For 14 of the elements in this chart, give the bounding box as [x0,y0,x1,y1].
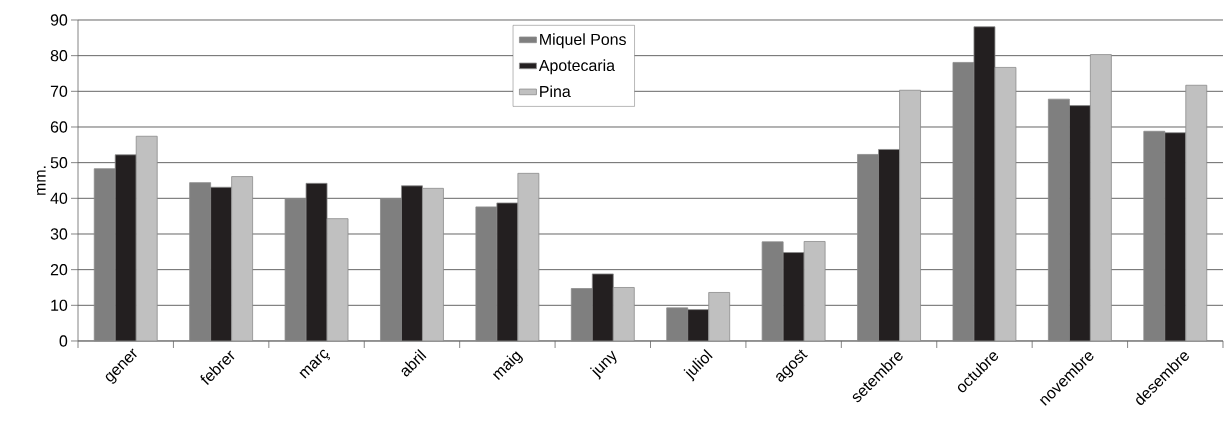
y-tick-label: 40 [50,192,68,204]
legend-label: Pina [540,85,571,98]
y-tick-label: 10 [51,299,68,311]
legend-label: Apotecaria [538,59,616,75]
y-tick-label: 0 [59,335,68,347]
legend-label: Miquel Pons [540,33,626,49]
y-tick-label: 60 [50,121,68,133]
y-tick-label: 90 [50,14,68,26]
y-tick-label: 30 [50,228,68,240]
y-tick-label: 80 [50,50,68,62]
y-tick-label: 50 [50,157,68,169]
y-tick-label: 70 [50,85,68,97]
y-axis-title: mm. [36,166,46,195]
y-tick-label: 20 [50,264,68,276]
